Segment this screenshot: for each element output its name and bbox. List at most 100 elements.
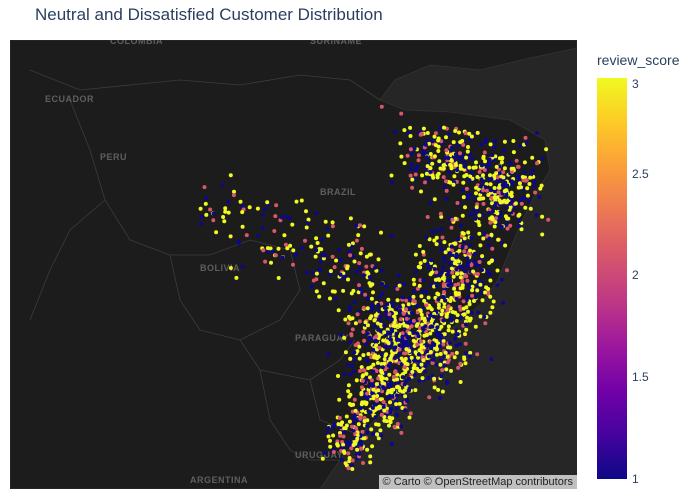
scatter-point bbox=[444, 135, 448, 140]
scatter-point bbox=[352, 350, 357, 355]
scatter-point bbox=[395, 384, 400, 389]
scatter-point bbox=[355, 349, 360, 354]
scatter-point bbox=[368, 460, 373, 465]
scatter-point bbox=[361, 329, 366, 334]
scatter-point bbox=[321, 256, 326, 261]
map-attribution[interactable]: © Carto © OpenStreetMap contributors bbox=[378, 475, 577, 489]
scatter-point bbox=[299, 198, 304, 203]
scatter-point bbox=[426, 266, 431, 270]
scatter-point bbox=[419, 339, 424, 344]
scatter-point bbox=[409, 162, 414, 167]
scatter-point bbox=[376, 436, 381, 441]
scatter-point bbox=[359, 402, 364, 407]
scatter-point bbox=[263, 207, 268, 212]
scatter-point bbox=[337, 415, 342, 420]
scatter-point bbox=[395, 298, 400, 303]
scatter-point bbox=[449, 318, 454, 323]
scatter-point bbox=[425, 349, 429, 354]
scatter-point bbox=[470, 288, 475, 293]
scatter-point bbox=[376, 376, 381, 381]
scatter-point bbox=[392, 129, 397, 134]
scatter-point bbox=[421, 278, 426, 283]
map-canvas[interactable]: COLOMBIA SURINAME ECUADOR PERU BRAZIL BOLIVIA… bbox=[10, 40, 577, 489]
scatter-point bbox=[449, 315, 454, 320]
scatter-point bbox=[350, 467, 355, 471]
scatter-point bbox=[408, 342, 413, 347]
scatter-point bbox=[504, 205, 509, 210]
scatter-point bbox=[358, 415, 363, 420]
scatter-point bbox=[464, 173, 469, 177]
scatter-point bbox=[450, 270, 455, 275]
scatter-point bbox=[332, 289, 337, 294]
scatter-point bbox=[441, 163, 446, 168]
scatter-point bbox=[368, 375, 372, 380]
scatter-point bbox=[309, 284, 314, 289]
scatter-point bbox=[449, 244, 454, 249]
scatter-point bbox=[523, 195, 528, 200]
scatter-point bbox=[511, 139, 516, 143]
scatter-point bbox=[463, 245, 468, 250]
scatter-point bbox=[463, 269, 468, 274]
scatter-point bbox=[330, 254, 335, 259]
scatter-point bbox=[411, 338, 416, 343]
colorbar-tick-2.5: 2.5 bbox=[632, 167, 649, 181]
scatter-point bbox=[473, 324, 478, 329]
scatter-point bbox=[417, 378, 422, 383]
scatter-point bbox=[338, 433, 343, 438]
scatter-point bbox=[512, 205, 517, 210]
scatter-point bbox=[374, 397, 379, 402]
scatter-point bbox=[376, 317, 381, 322]
scatter-point bbox=[495, 211, 500, 216]
scatter-point bbox=[288, 243, 293, 248]
scatter-point bbox=[341, 446, 346, 451]
scatter-point bbox=[352, 397, 357, 402]
scatter-point bbox=[325, 226, 330, 231]
scatter-point bbox=[374, 268, 379, 273]
scatter-point bbox=[495, 175, 500, 180]
scatter-point bbox=[374, 334, 379, 339]
scatter-point bbox=[351, 369, 356, 374]
scatter-point bbox=[377, 345, 382, 350]
scatter-point bbox=[395, 422, 400, 426]
scatter-point bbox=[503, 223, 508, 228]
scatter-point bbox=[461, 195, 466, 200]
scatter-point bbox=[438, 166, 443, 171]
scatter-point bbox=[404, 347, 409, 352]
scatter-point bbox=[472, 207, 477, 212]
scatter-point bbox=[349, 446, 354, 451]
scatter-point bbox=[272, 229, 277, 233]
scatter-point bbox=[496, 190, 501, 195]
scatter-point bbox=[457, 130, 461, 135]
scatter-point bbox=[520, 175, 525, 179]
scatter-point bbox=[343, 350, 348, 355]
scatter-point bbox=[444, 148, 449, 153]
colorbar-tick-1: 1 bbox=[632, 472, 639, 486]
scatter-point bbox=[428, 169, 433, 174]
scatter-point bbox=[401, 303, 406, 308]
scatter-point bbox=[343, 317, 348, 322]
scatter-point bbox=[315, 241, 320, 245]
scatter-point bbox=[454, 319, 459, 323]
scatter-point bbox=[454, 163, 458, 168]
scatter-point bbox=[416, 352, 421, 357]
scatter-point bbox=[371, 290, 375, 295]
scatter-point bbox=[368, 454, 373, 459]
scatter-point bbox=[467, 318, 472, 323]
scatter-point bbox=[384, 284, 389, 289]
scatter-point bbox=[226, 199, 231, 204]
scatter-point bbox=[430, 270, 434, 275]
scatter-point bbox=[477, 170, 482, 174]
scatter-point bbox=[495, 195, 500, 200]
scatter-point bbox=[332, 422, 337, 427]
country-label-uruguay: URUGUAY bbox=[295, 450, 343, 460]
scatter-point bbox=[455, 201, 460, 205]
scatter-point bbox=[447, 261, 452, 266]
scatter-point bbox=[375, 361, 380, 365]
map-view[interactable]: COLOMBIA SURINAME ECUADOR PERU BRAZIL BOLIVIA… bbox=[10, 40, 577, 489]
scatter-point bbox=[425, 138, 430, 143]
scatter-point bbox=[220, 182, 225, 187]
scatter-point bbox=[451, 140, 456, 145]
scatter-point bbox=[499, 277, 504, 282]
scatter-point bbox=[352, 299, 357, 304]
scatter-point bbox=[458, 157, 462, 162]
